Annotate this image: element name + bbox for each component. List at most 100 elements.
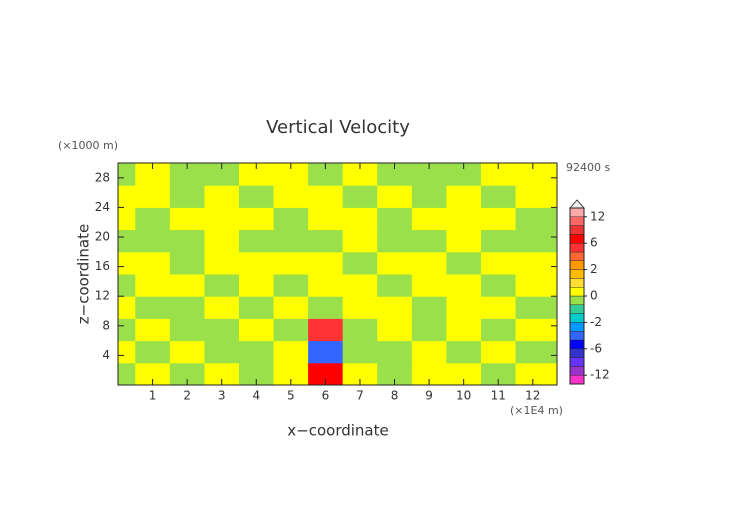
colorbar-tick-label: 2 bbox=[590, 262, 598, 276]
colorbar-band bbox=[569, 207, 585, 218]
contour-cell bbox=[118, 318, 136, 342]
colorbar-tick-label: -6 bbox=[590, 341, 602, 355]
contour-cell bbox=[273, 229, 309, 253]
contour-cell bbox=[446, 362, 482, 385]
x-tick-label: 6 bbox=[322, 389, 330, 403]
contour-cell bbox=[273, 362, 309, 385]
x-unit: (×1E4 m) bbox=[510, 404, 563, 417]
colorbar-band bbox=[569, 339, 585, 350]
colorbar-band bbox=[569, 225, 585, 235]
contour-cell bbox=[411, 296, 447, 319]
contour-cell bbox=[411, 251, 447, 275]
y-tick-label: 12 bbox=[95, 289, 110, 303]
contour-cell bbox=[446, 251, 482, 275]
contour-cell bbox=[273, 163, 309, 186]
colorbar-band bbox=[569, 313, 585, 323]
contour-cell bbox=[377, 251, 413, 275]
contour-cell bbox=[135, 185, 171, 208]
contour-cell bbox=[411, 229, 447, 253]
x-tick-label: 10 bbox=[456, 389, 471, 403]
contour-cell bbox=[411, 318, 447, 342]
contour-cell bbox=[480, 318, 517, 342]
contour-cell bbox=[480, 340, 517, 364]
contour-cell bbox=[169, 207, 205, 231]
contour-cell bbox=[411, 185, 447, 208]
contour-cell bbox=[515, 163, 557, 186]
contour-cell bbox=[515, 251, 557, 275]
contour-cell bbox=[377, 163, 413, 186]
contour-cell bbox=[480, 207, 517, 231]
colorbar-band bbox=[569, 357, 585, 367]
contour-cell bbox=[135, 163, 171, 186]
contour-cell bbox=[204, 251, 240, 275]
contour-cell bbox=[118, 362, 136, 385]
contour-cell bbox=[204, 318, 240, 342]
contour-cell bbox=[135, 274, 171, 297]
contour-cell bbox=[480, 229, 517, 253]
contour-cell bbox=[308, 163, 344, 186]
contour-cell bbox=[238, 229, 275, 253]
contour-cell bbox=[411, 274, 447, 297]
contour-cell bbox=[515, 318, 557, 342]
contour-cell bbox=[308, 229, 344, 253]
contour-cell bbox=[480, 296, 517, 319]
contour-cell bbox=[273, 340, 309, 364]
time-label: 92400 s bbox=[566, 161, 610, 174]
colorbar-band bbox=[569, 304, 585, 314]
contour-cell bbox=[118, 163, 136, 186]
contour-cell bbox=[342, 296, 378, 319]
contour-cell bbox=[118, 251, 136, 275]
contour-cell bbox=[273, 296, 309, 319]
contour-cell bbox=[377, 362, 413, 385]
colorbar-extend bbox=[569, 199, 585, 209]
contour-cell bbox=[515, 340, 557, 364]
contour-cell bbox=[308, 296, 344, 319]
colorbar-band bbox=[569, 216, 585, 226]
y-tick-label: 8 bbox=[102, 318, 110, 332]
colorbar-band bbox=[569, 260, 585, 270]
contour-cell bbox=[204, 296, 240, 319]
contour-cell bbox=[446, 207, 482, 231]
contour-cell bbox=[377, 296, 413, 319]
contour-cell bbox=[118, 274, 136, 297]
contour-cell bbox=[377, 185, 413, 208]
contour-cell bbox=[169, 274, 205, 297]
y-tick-label: 20 bbox=[95, 230, 110, 244]
contour-cell bbox=[342, 362, 378, 385]
y-tick-label: 24 bbox=[95, 200, 110, 214]
colorbar-band bbox=[569, 295, 585, 306]
contour-cell bbox=[169, 185, 205, 208]
y-tick-label: 28 bbox=[95, 170, 110, 184]
contour-cell bbox=[169, 362, 205, 385]
contour-cell bbox=[446, 229, 482, 253]
plot-frame bbox=[117, 162, 558, 386]
contour-cell bbox=[342, 274, 378, 297]
contour-cell bbox=[204, 229, 240, 253]
contour-cell bbox=[273, 185, 309, 208]
contour-cell bbox=[204, 274, 240, 297]
contour-cell bbox=[238, 362, 275, 385]
contour-cell bbox=[480, 163, 517, 186]
y-axis-label: z−coordinate bbox=[75, 224, 93, 324]
contour-cell bbox=[273, 274, 309, 297]
x-tick-label: 7 bbox=[356, 389, 364, 403]
y-tick-label: 16 bbox=[95, 259, 110, 273]
contour-cell bbox=[446, 163, 482, 186]
contour-cell bbox=[238, 318, 275, 342]
contour-cell bbox=[342, 251, 378, 275]
contour-cell bbox=[411, 163, 447, 186]
contour-cell bbox=[169, 296, 205, 319]
contour-cell bbox=[204, 163, 240, 186]
colorbar-tick-label: -12 bbox=[590, 368, 610, 382]
contour-cell bbox=[238, 163, 275, 186]
contour-cell bbox=[169, 229, 205, 253]
colorbar-tick-label: -2 bbox=[590, 315, 602, 329]
contour-cell bbox=[342, 185, 378, 208]
contour-cell bbox=[118, 207, 136, 231]
contour-cell bbox=[480, 251, 517, 275]
colorbar-band bbox=[569, 375, 585, 385]
contour-cell bbox=[204, 185, 240, 208]
contour-cell bbox=[515, 229, 557, 253]
chart-title: Vertical Velocity bbox=[266, 117, 410, 138]
